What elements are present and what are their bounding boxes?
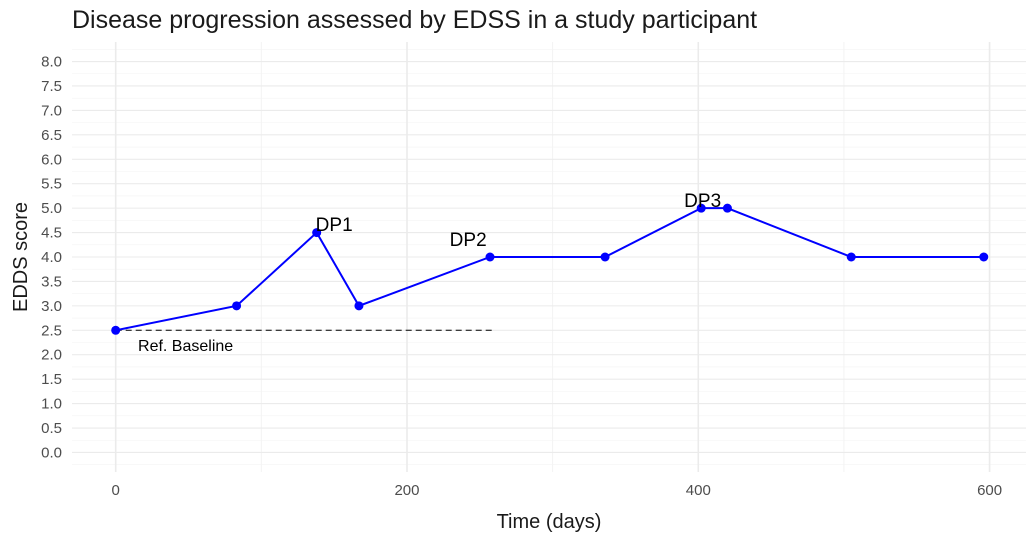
y-tick-label: 2.0 — [41, 347, 62, 364]
x-axis-ticks: 0 200 400 600 — [112, 482, 1003, 499]
reference-baseline-label: Ref. Baseline — [138, 338, 233, 355]
data-point — [232, 301, 242, 311]
y-tick-label: 8.0 — [41, 54, 62, 71]
x-axis-title: Time (days) — [497, 511, 602, 533]
annotations-group: DP1 DP2 DP3 Ref. Baseline — [138, 191, 721, 355]
y-tick-label: 6.5 — [41, 127, 62, 144]
y-tick-label: 7.0 — [41, 102, 62, 119]
x-tick-label: 0 — [112, 482, 120, 499]
y-axis-ticks: 0.0 0.5 1.0 1.5 2.0 2.5 3.0 3.5 4.0 4.5 5.0 5.5 6.0 6… — [41, 54, 62, 462]
data-point — [979, 252, 989, 262]
y-tick-label: 1.5 — [41, 371, 62, 388]
y-tick-label: 5.5 — [41, 176, 62, 193]
data-point — [846, 252, 856, 262]
y-tick-label: 3.0 — [41, 298, 62, 315]
y-axis-title: EDDS score — [10, 202, 32, 312]
data-point — [722, 203, 732, 213]
data-point — [600, 252, 610, 262]
y-tick-label: 7.5 — [41, 78, 62, 95]
annotation-label: DP3 — [684, 191, 721, 212]
y-tick-label: 0.5 — [41, 420, 62, 437]
data-point — [485, 252, 495, 262]
x-tick-label: 400 — [686, 482, 711, 499]
x-tick-label: 200 — [394, 482, 419, 499]
grid-major — [72, 42, 1026, 472]
chart-title: Disease progression assessed by EDSS in … — [72, 6, 758, 34]
y-tick-label: 5.0 — [41, 200, 62, 217]
y-tick-label: 2.5 — [41, 322, 62, 339]
data-point — [111, 325, 121, 335]
data-point — [354, 301, 364, 311]
annotation-label: DP1 — [316, 215, 353, 236]
annotation-label: DP2 — [450, 230, 487, 251]
data-point — [696, 203, 706, 213]
y-tick-label: 4.0 — [41, 249, 62, 266]
grid-minor — [72, 42, 1026, 472]
data-point — [312, 228, 322, 238]
x-tick-label: 600 — [977, 482, 1002, 499]
y-tick-label: 0.0 — [41, 444, 62, 461]
y-tick-label: 4.5 — [41, 225, 62, 242]
y-tick-label: 3.5 — [41, 273, 62, 290]
series-group — [111, 203, 989, 335]
y-tick-label: 1.0 — [41, 396, 62, 413]
y-tick-label: 6.0 — [41, 151, 62, 168]
series-line — [115, 207, 984, 332]
